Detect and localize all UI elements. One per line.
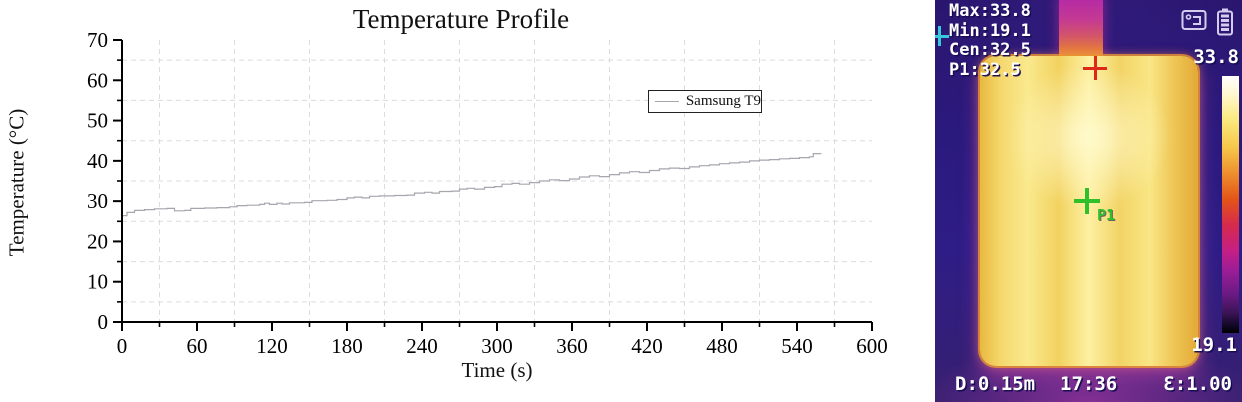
svg-text:50: 50 — [87, 109, 108, 133]
svg-text:420: 420 — [631, 334, 663, 358]
thermal-image: P1 Max:33.8 Min:19.1 Cen:32.5 P1:32.5 33 — [935, 0, 1242, 402]
p1-reading: P1:32.5 — [949, 59, 1021, 80]
time-value: 17:36 — [1060, 373, 1118, 395]
svg-text:60: 60 — [187, 334, 208, 358]
x-axis-label: Time (s) — [461, 358, 533, 382]
svg-text:60: 60 — [87, 68, 108, 92]
max-point-cross-icon — [1083, 56, 1107, 80]
legend-line-sample — [655, 101, 679, 102]
thermal-readings: Max:33.8 Min:19.1 Cen:32.5 P1:32.5 — [949, 1, 1031, 80]
p1-point-cross-icon — [1074, 188, 1100, 214]
svg-text:40: 40 — [87, 149, 108, 173]
chart-plot-area: 0 60 120 180 240 300 360 420 480 540 600 0 10 20 30 40 5… — [87, 28, 888, 358]
svg-text:10: 10 — [87, 270, 108, 294]
svg-text:30: 30 — [87, 189, 108, 213]
max-reading: Max:33.8 — [949, 1, 1031, 21]
svg-text:300: 300 — [481, 334, 513, 358]
colorbar-max-label: 33.8 — [1193, 46, 1239, 68]
svg-text:480: 480 — [706, 334, 738, 358]
svg-text:240: 240 — [406, 334, 438, 358]
colorbar-min-label: 19.1 — [1191, 334, 1237, 356]
svg-text:600: 600 — [856, 334, 888, 358]
legend-series-label: Samsung T9 — [685, 93, 761, 109]
battery-icon — [1217, 8, 1233, 36]
ssd-body-heat-region — [980, 56, 1198, 366]
svg-text:0: 0 — [98, 310, 109, 334]
svg-text:70: 70 — [87, 28, 108, 52]
status-icons — [1181, 8, 1234, 36]
usb-cable-heat-region — [1059, 0, 1103, 62]
p1-marker-label: P1 — [1097, 206, 1116, 224]
colorbar — [1222, 76, 1239, 333]
svg-text:0: 0 — [117, 334, 128, 358]
emissivity-value: Ɛ:1.00 — [1163, 373, 1232, 395]
temperature-chart: 0 60 120 180 240 300 360 420 480 540 600 0 10 20 30 40 5… — [4, 4, 888, 382]
temperature-unit-icon — [1181, 10, 1207, 30]
legend: Samsung T9 — [648, 90, 762, 113]
svg-text:120: 120 — [256, 334, 288, 358]
svg-text:180: 180 — [331, 334, 363, 358]
min-point-cross-icon — [935, 26, 949, 46]
distance-value: D:0.15m — [955, 373, 1036, 395]
svg-text:20: 20 — [87, 229, 108, 253]
svg-text:360: 360 — [556, 334, 588, 358]
y-axis-label: Temperature (°C) — [4, 108, 29, 257]
thermal-footer: D:0.15m 17:36 Ɛ:1.00 — [935, 373, 1242, 397]
center-reading: Cen:32.5 — [949, 40, 1031, 60]
svg-text:540: 540 — [781, 334, 813, 358]
chart-title: Temperature Profile — [352, 4, 570, 34]
min-reading: Min:19.1 — [949, 20, 1031, 41]
